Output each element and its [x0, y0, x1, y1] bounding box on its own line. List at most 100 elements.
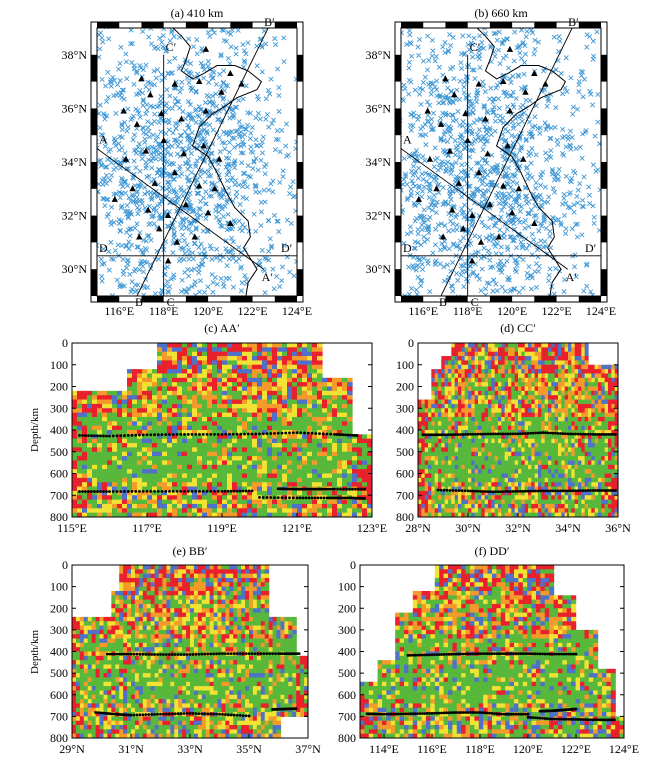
event-marker — [125, 106, 131, 112]
event-marker — [409, 286, 415, 292]
event-marker — [495, 96, 501, 102]
event-marker — [201, 121, 207, 127]
event-marker — [449, 283, 455, 289]
event-marker — [83, 142, 87, 146]
pick-dots-410 — [78, 431, 359, 438]
event-marker — [241, 170, 247, 176]
event-marker — [582, 129, 588, 135]
pick-dot — [471, 432, 475, 436]
event-marker — [401, 240, 407, 246]
event-marker — [448, 171, 454, 177]
event-marker — [408, 41, 414, 47]
event-marker — [242, 179, 248, 185]
event-marker — [196, 263, 202, 269]
event-marker — [452, 138, 458, 144]
event-marker — [587, 88, 593, 94]
event-marker — [477, 65, 483, 71]
event-marker — [511, 172, 517, 179]
pick-dot — [108, 712, 112, 716]
event-marker — [122, 150, 128, 156]
event-marker — [274, 273, 280, 279]
event-marker — [499, 39, 506, 45]
event-marker — [496, 200, 502, 206]
event-marker — [158, 101, 164, 107]
station-marker — [433, 185, 440, 192]
event-marker — [171, 231, 177, 237]
event-marker — [595, 167, 601, 173]
event-marker — [184, 174, 190, 180]
pick-dot — [345, 496, 349, 500]
pick-dot — [476, 432, 480, 436]
pick-dot — [435, 433, 439, 437]
event-marker — [505, 212, 511, 218]
pick-dot — [203, 652, 207, 656]
pick-dot — [430, 653, 434, 657]
station-marker — [475, 169, 482, 176]
pick-dot — [198, 432, 201, 436]
event-marker — [103, 172, 109, 178]
event-marker — [508, 194, 514, 200]
pick-dot — [579, 718, 583, 721]
pick-dot — [111, 490, 115, 493]
pick-dot — [439, 433, 443, 437]
event-marker — [137, 114, 143, 120]
event-marker — [481, 141, 487, 147]
event-marker — [513, 158, 519, 164]
event-marker — [513, 95, 519, 102]
event-marker — [440, 201, 446, 207]
event-marker — [183, 225, 189, 231]
pick-dot — [479, 432, 482, 436]
event-marker — [143, 165, 149, 171]
event-marker — [267, 236, 273, 242]
event-marker — [451, 241, 457, 247]
pick-dot — [406, 653, 410, 657]
event-marker — [526, 152, 532, 158]
event-marker — [116, 221, 122, 227]
event-marker — [216, 161, 222, 167]
pick-dot — [209, 712, 213, 716]
pick-dot — [226, 713, 230, 717]
event-marker — [49, 124, 53, 128]
y-tick-label: 600 — [338, 688, 356, 702]
pick-dot — [497, 652, 501, 656]
event-marker — [538, 322, 542, 326]
event-marker — [475, 186, 481, 192]
event-marker — [344, 196, 348, 200]
event-marker — [579, 203, 585, 209]
pick-dot — [232, 713, 236, 717]
event-marker — [499, 269, 505, 275]
event-marker — [205, 173, 211, 179]
pick-dot — [481, 432, 485, 436]
event-marker — [488, 45, 494, 51]
event-marker — [408, 229, 414, 235]
event-marker — [408, 112, 414, 118]
event-marker — [144, 107, 150, 113]
y-tick-label: 0 — [62, 558, 68, 572]
event-marker — [97, 139, 99, 145]
pick-dot — [253, 652, 257, 656]
event-marker — [510, 102, 516, 108]
event-marker — [223, 164, 229, 170]
event-marker — [104, 213, 110, 219]
event-marker — [586, 192, 592, 198]
event-marker — [275, 66, 281, 72]
event-marker — [197, 212, 204, 218]
event-marker — [198, 198, 204, 204]
event-marker — [479, 203, 485, 209]
event-marker — [148, 103, 154, 109]
pick-dot — [442, 711, 446, 715]
event-marker — [118, 44, 124, 50]
pick-dots-660-a — [271, 707, 298, 711]
event-marker — [420, 58, 427, 64]
event-marker — [66, 252, 70, 256]
event-marker — [507, 288, 513, 294]
pick-dot — [493, 652, 496, 656]
event-marker — [436, 161, 442, 167]
event-marker — [467, 127, 473, 133]
event-marker — [158, 129, 164, 135]
pick-dot — [613, 718, 616, 722]
event-marker — [292, 193, 297, 199]
event-marker — [249, 125, 255, 131]
pick-dot — [108, 652, 112, 656]
event-marker — [196, 114, 202, 120]
